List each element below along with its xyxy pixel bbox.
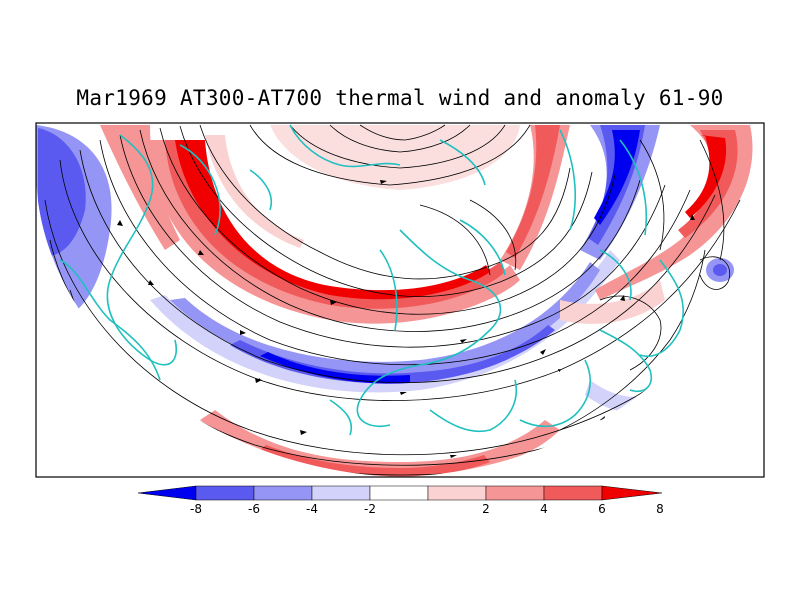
colorbar-segment xyxy=(427,485,487,501)
colorbar-segment xyxy=(311,485,371,501)
colorbar-segment xyxy=(543,485,603,501)
colorbar-tick-label: -6 xyxy=(248,502,260,516)
colorbar-arrow-high xyxy=(601,485,663,501)
colorbar-segment xyxy=(369,485,429,501)
colorbar-tick-label: 8 xyxy=(656,502,664,516)
coastlines xyxy=(59,124,684,436)
colorbar: -8 -6 -4 -2 2 4 6 8 xyxy=(137,485,664,516)
colorbar-segment xyxy=(253,485,313,501)
colorbar-segment xyxy=(195,485,255,501)
map-frame xyxy=(35,122,765,478)
colorbar-arrow-low xyxy=(137,485,197,501)
colorbar-tick-label: 2 xyxy=(482,502,490,516)
colorbar-tick-label: 4 xyxy=(540,502,548,516)
colorbar-tick-label: 6 xyxy=(598,502,606,516)
colorbar-segment xyxy=(485,485,545,501)
map-title: Mar1969 AT300-AT700 thermal wind and ano… xyxy=(76,86,724,110)
colorbar-tick-label: -2 xyxy=(364,502,376,516)
anomaly-shading xyxy=(36,123,764,477)
colorbar-tick-label: -8 xyxy=(190,502,202,516)
streamline-arrows xyxy=(117,180,695,458)
colorbar-tick-label: -4 xyxy=(306,502,318,516)
